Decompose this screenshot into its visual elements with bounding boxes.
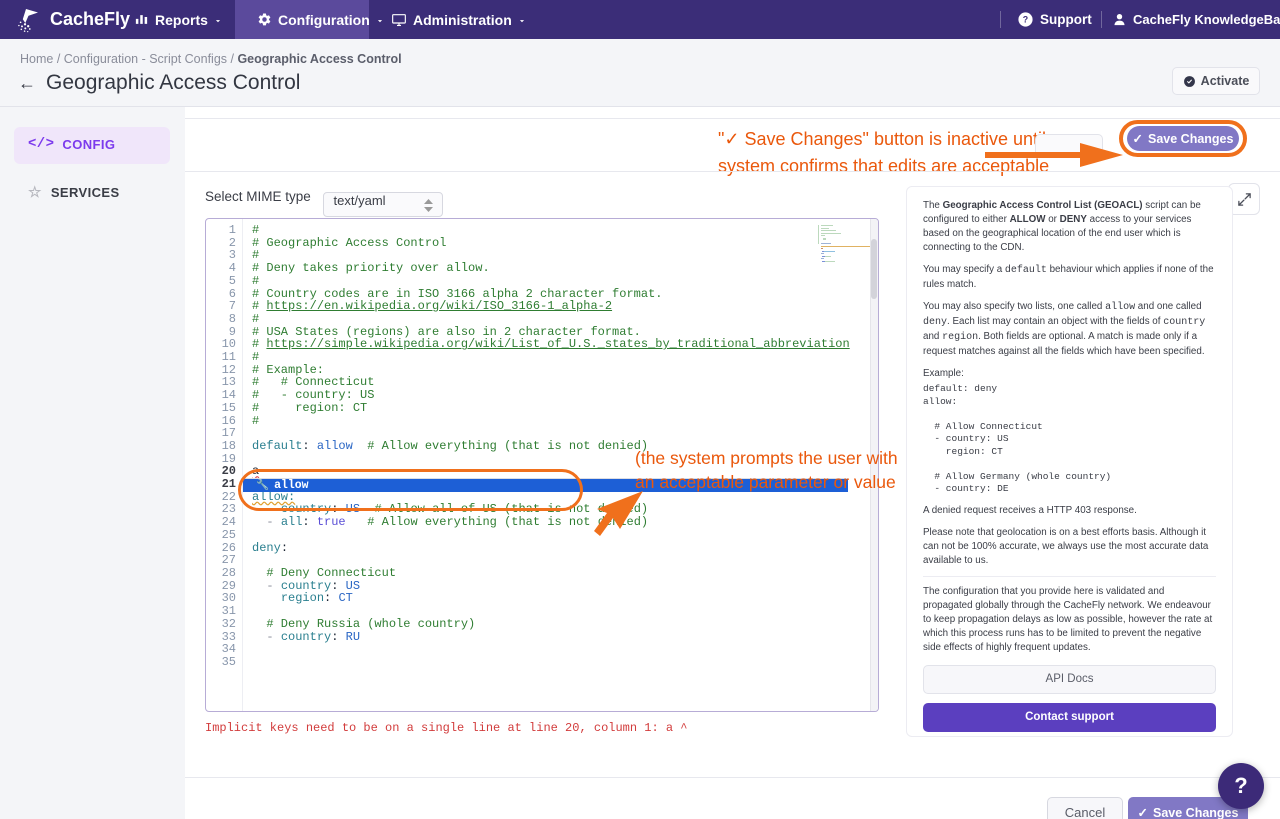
svg-text:?: ? — [1023, 15, 1028, 25]
